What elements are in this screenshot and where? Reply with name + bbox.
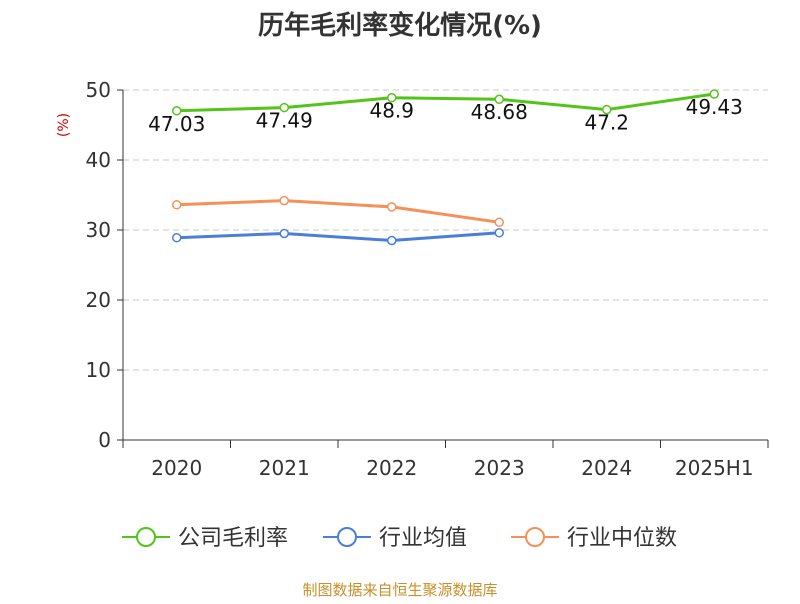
legend-label-1: 行业均值 — [379, 526, 467, 551]
legend-marker-2 — [525, 527, 545, 547]
data-point — [279, 195, 289, 206]
x-tick-label: 2020 — [151, 456, 202, 480]
data-point — [709, 89, 719, 99]
source-note: 制图数据来自恒生聚源数据库 — [302, 581, 497, 599]
data-point — [494, 217, 504, 228]
x-tick-label: 2022 — [366, 456, 417, 480]
data-point — [602, 104, 612, 115]
data-point — [279, 228, 289, 239]
legend-marker-1 — [337, 527, 357, 547]
y-tick-label: 20 — [86, 288, 111, 312]
legend-label-2: 行业中位数 — [567, 526, 677, 551]
data-point — [494, 94, 504, 104]
y-tick-label: 10 — [86, 358, 111, 382]
chart-title: 历年毛利率变化情况(%) — [258, 10, 542, 41]
data-point — [279, 102, 289, 113]
data-label: 49.43 — [686, 95, 743, 119]
legend[interactable]: 公司毛利率 行业均值 行业中位数 — [122, 526, 677, 551]
data-point — [387, 235, 397, 246]
data-point — [172, 106, 182, 116]
series-line-0 — [176, 92, 715, 113]
data-labels: 47.03 47.49 48.9 48.68 47.2 49.43 — [148, 95, 743, 136]
data-point — [387, 202, 397, 212]
gridlines — [123, 89, 768, 371]
y-tick-label: 40 — [86, 148, 111, 172]
x-tick-label: 2025H1 — [675, 456, 754, 480]
legend-marker-0 — [136, 527, 156, 547]
series-line-2 — [176, 199, 500, 224]
data-point — [172, 200, 182, 210]
x-tick-label: 2021 — [259, 456, 310, 480]
data-point — [172, 232, 182, 243]
data-label: 48.68 — [471, 100, 528, 124]
y-tick-label: 30 — [86, 218, 111, 242]
series-line-1 — [176, 231, 500, 242]
data-label: 48.9 — [369, 99, 414, 123]
y-tick-label: 50 — [86, 78, 111, 102]
legend-label-0: 公司毛利率 — [178, 526, 288, 551]
data-label: 47.03 — [148, 112, 205, 136]
data-label: 47.49 — [256, 109, 313, 133]
axes: 0 10 20 30 40 50 2020 2021 2022 2023 2024 2025H1 — [86, 78, 769, 480]
data-point — [494, 228, 504, 238]
y-tick-label: 0 — [98, 428, 111, 452]
x-tick-label: 2023 — [474, 456, 525, 480]
data-label: 47.2 — [584, 111, 629, 135]
series-layer — [172, 89, 719, 246]
data-point — [387, 92, 397, 103]
y-axis-unit-label: (%) — [56, 113, 72, 137]
x-tick-label: 2024 — [581, 456, 632, 480]
